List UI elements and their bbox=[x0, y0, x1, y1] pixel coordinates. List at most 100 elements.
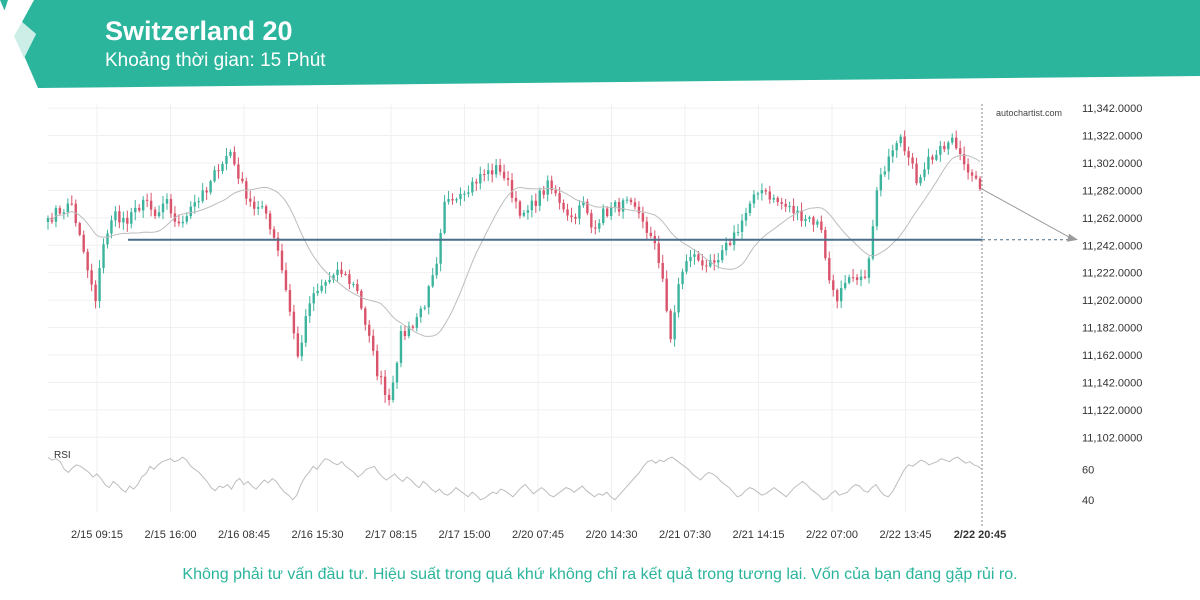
candle-body bbox=[340, 269, 343, 274]
candle-body bbox=[824, 230, 827, 259]
candle-body bbox=[895, 143, 898, 151]
candle-body bbox=[387, 394, 391, 401]
candle-body bbox=[740, 220, 744, 232]
candle-body bbox=[356, 283, 359, 291]
candle-body bbox=[768, 191, 772, 200]
candle-body bbox=[443, 201, 446, 233]
candle-body bbox=[177, 221, 181, 224]
candle-body bbox=[419, 308, 422, 318]
price-tick-label: 11,122.0000 bbox=[1082, 405, 1142, 417]
candle-body bbox=[594, 227, 597, 229]
candle-body bbox=[566, 209, 569, 216]
candle-body bbox=[288, 290, 292, 312]
candle-body bbox=[134, 207, 137, 213]
candle-body bbox=[471, 181, 474, 193]
candle-body bbox=[272, 229, 276, 238]
candle-body bbox=[320, 285, 323, 291]
candle-body bbox=[935, 154, 938, 160]
candle-body bbox=[130, 212, 133, 224]
time-tick-label: 2/20 07:45 bbox=[512, 529, 564, 541]
candle-body bbox=[78, 223, 81, 235]
candle-body bbox=[863, 276, 867, 278]
candle-body bbox=[578, 205, 581, 219]
candle-body bbox=[94, 284, 97, 302]
candle-body bbox=[800, 210, 803, 221]
candle-body bbox=[641, 213, 645, 222]
candle-body bbox=[82, 234, 85, 252]
candle-body bbox=[221, 163, 224, 172]
candle-body bbox=[383, 376, 387, 395]
candle-body bbox=[736, 231, 740, 233]
candle-body bbox=[645, 221, 649, 233]
candle-body bbox=[867, 258, 871, 278]
banner-shape bbox=[0, 0, 1200, 88]
candle-body bbox=[475, 181, 478, 184]
candle-body bbox=[792, 205, 795, 214]
candle-body bbox=[233, 151, 236, 165]
candle-body bbox=[677, 284, 680, 313]
time-tick-label: 2/17 08:15 bbox=[365, 529, 417, 541]
candle-body bbox=[249, 198, 252, 202]
candle-body bbox=[780, 202, 783, 204]
candle-body bbox=[225, 155, 228, 164]
candlestick-series bbox=[46, 130, 982, 406]
candle-body bbox=[90, 270, 93, 285]
candle-body bbox=[728, 242, 732, 245]
candle-body bbox=[284, 270, 288, 291]
candle-body bbox=[832, 280, 835, 291]
moving-average-line bbox=[47, 154, 981, 337]
candle-body bbox=[927, 156, 930, 170]
candle-body bbox=[962, 153, 966, 165]
candle-body bbox=[685, 261, 688, 272]
candle-body bbox=[598, 223, 601, 229]
candle-body bbox=[276, 237, 280, 251]
candle-body bbox=[189, 206, 192, 217]
candle-body bbox=[899, 136, 902, 144]
candle-body bbox=[887, 156, 890, 172]
candle-body bbox=[86, 251, 89, 271]
candle-body bbox=[253, 201, 256, 209]
candle-body bbox=[855, 277, 859, 281]
candle-body bbox=[506, 178, 510, 181]
candle-body bbox=[348, 274, 351, 284]
candle-body bbox=[256, 207, 260, 209]
candle-body bbox=[947, 142, 950, 150]
candle-body bbox=[185, 216, 189, 222]
candle-body bbox=[764, 190, 768, 192]
candle-body bbox=[106, 233, 109, 245]
candle-body bbox=[483, 174, 486, 176]
candle-body bbox=[114, 211, 117, 221]
candle-body bbox=[205, 190, 208, 193]
candle-body bbox=[689, 256, 692, 262]
candle-body bbox=[673, 312, 676, 340]
candle-body bbox=[586, 201, 589, 214]
candle-body bbox=[379, 376, 383, 378]
candle-body bbox=[98, 268, 101, 302]
candle-body bbox=[701, 260, 704, 266]
candle-body bbox=[58, 208, 62, 214]
candle-body bbox=[415, 317, 419, 328]
forecast-arrow-head bbox=[1067, 233, 1078, 242]
candle-body bbox=[923, 169, 926, 178]
candle-body bbox=[978, 178, 982, 190]
candle-body bbox=[713, 260, 716, 263]
price-axis: 11,342.0000 11,322.0000 11,302.0000 11,282.… bbox=[1082, 103, 1142, 444]
candle-body bbox=[590, 213, 593, 228]
candle-body bbox=[891, 150, 894, 157]
candle-body bbox=[776, 197, 779, 203]
rsi-label: RSI bbox=[54, 450, 71, 461]
time-tick-label: 2/16 15:30 bbox=[292, 529, 344, 541]
candle-body bbox=[562, 202, 565, 210]
candle-body bbox=[606, 208, 609, 216]
candle-body bbox=[336, 269, 339, 276]
candle-body bbox=[939, 145, 942, 155]
candle-body bbox=[883, 171, 887, 175]
candle-body bbox=[812, 217, 815, 225]
candle-body bbox=[649, 232, 653, 237]
candle-body bbox=[316, 290, 319, 294]
candle-body bbox=[570, 215, 573, 218]
candle-body bbox=[617, 202, 621, 212]
candle-body bbox=[372, 335, 375, 351]
candle-body bbox=[879, 174, 883, 191]
candle-body bbox=[903, 136, 906, 152]
